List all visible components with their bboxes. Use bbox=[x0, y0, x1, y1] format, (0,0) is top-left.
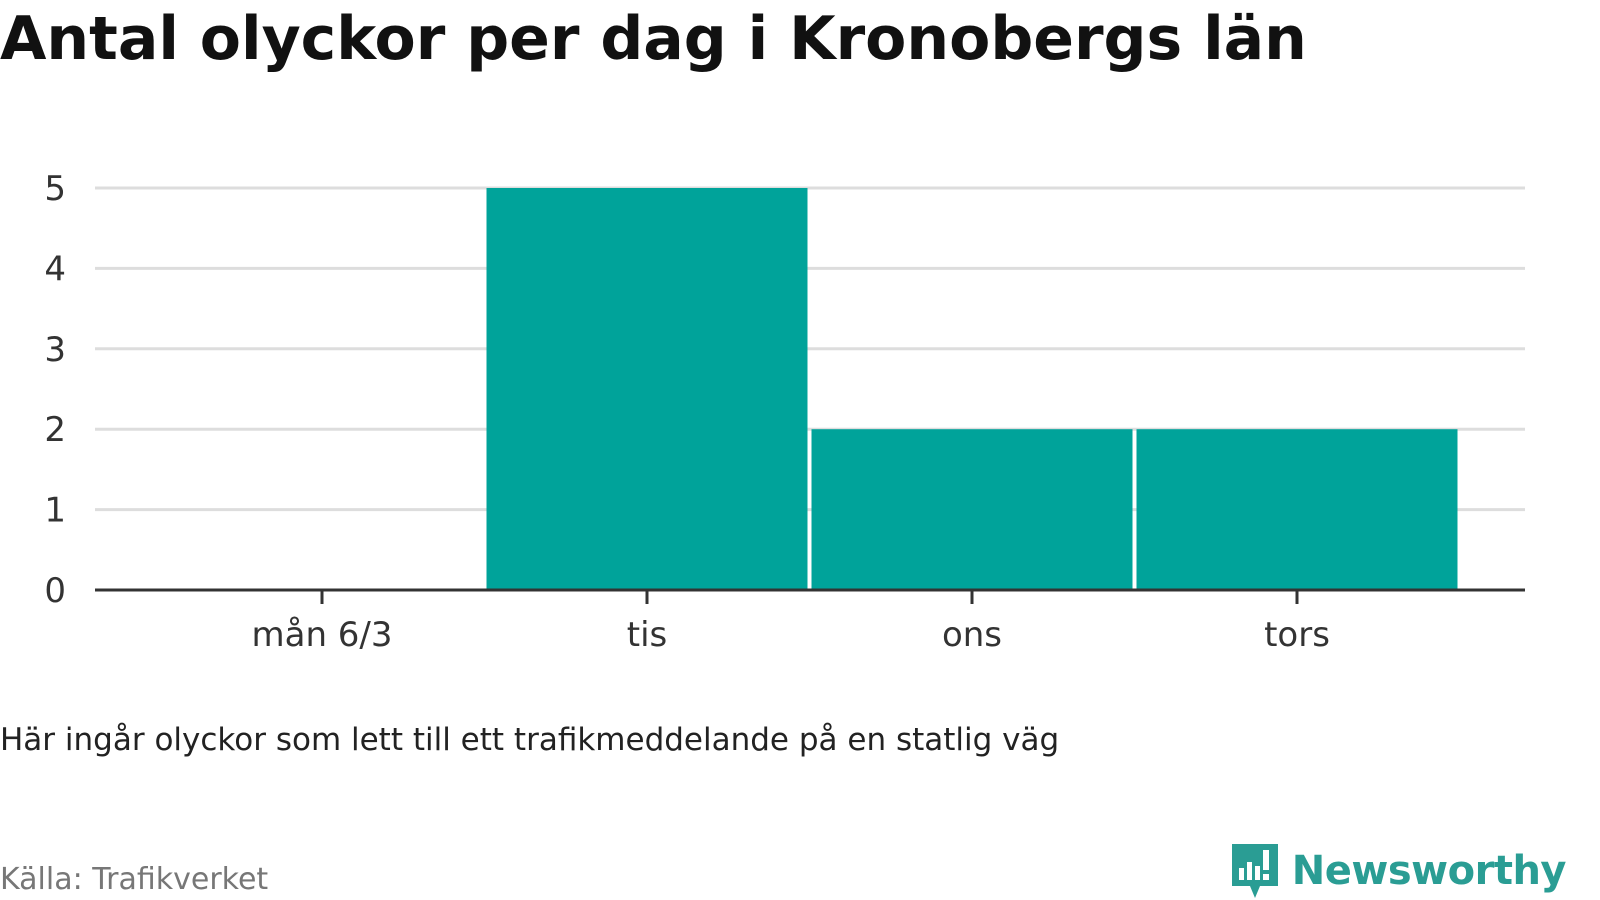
bars bbox=[486, 188, 1458, 590]
brand-logo: Newsworthy bbox=[1230, 842, 1567, 900]
y-tick-label: 2 bbox=[44, 410, 66, 450]
y-tick-label: 3 bbox=[44, 330, 66, 370]
bar-2 bbox=[811, 429, 1133, 590]
chart-title: Antal olyckor per dag i Kronobergs län bbox=[0, 4, 1307, 74]
bar-chart: 0 1 2 3 4 5 mån 6/3 tis ons tors bbox=[44, 169, 1525, 655]
bar-3 bbox=[1136, 429, 1458, 590]
newsworthy-logo-icon bbox=[1231, 844, 1278, 898]
x-tick-label: tors bbox=[1264, 615, 1330, 655]
y-tick-label: 5 bbox=[44, 169, 66, 209]
y-tick-label: 0 bbox=[44, 571, 66, 611]
y-axis-ticks: 0 1 2 3 4 5 bbox=[44, 169, 66, 611]
bar-1 bbox=[486, 188, 808, 590]
x-axis: mån 6/3 tis ons tors bbox=[95, 588, 1525, 655]
brand-name: Newsworthy bbox=[1291, 848, 1567, 894]
x-tick-label: ons bbox=[942, 615, 1002, 655]
x-tick-label: tis bbox=[627, 615, 668, 655]
x-tick-label: mån 6/3 bbox=[251, 615, 392, 655]
source-label: Källa: Trafikverket bbox=[0, 862, 269, 897]
y-tick-label: 4 bbox=[44, 249, 66, 289]
chart-note: Här ingår olyckor som lett till ett traf… bbox=[0, 722, 1060, 758]
y-tick-label: 1 bbox=[44, 491, 66, 531]
